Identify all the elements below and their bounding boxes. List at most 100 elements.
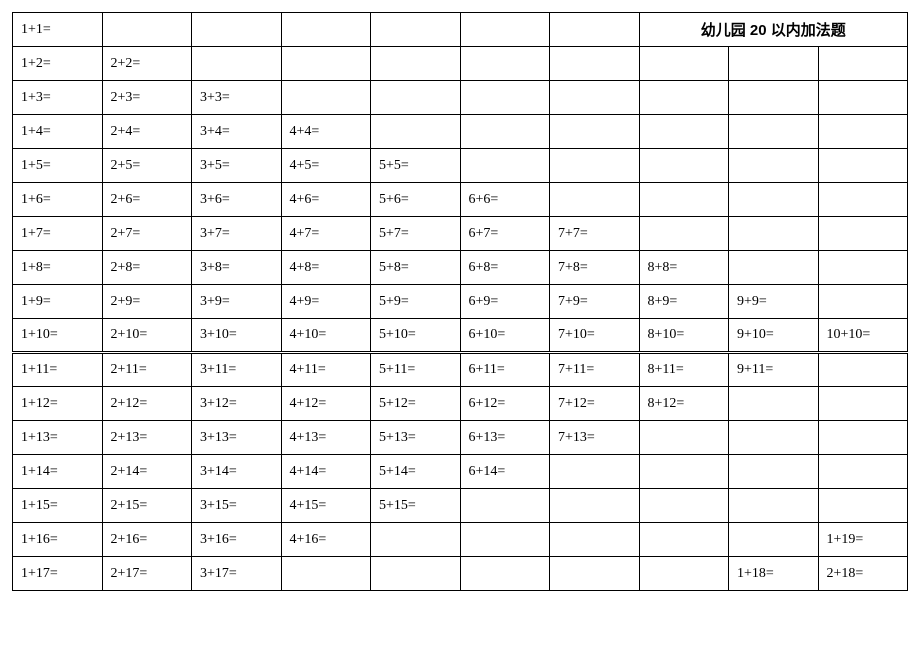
table-cell [550,557,640,591]
table-cell [371,523,461,557]
table-cell: 8+9= [639,285,729,319]
table-row: 1+14=2+14=3+14=4+14=5+14=6+14= [13,455,908,489]
table-cell [639,489,729,523]
table-cell [192,47,282,81]
table-cell: 8+11= [639,353,729,387]
table-row: 1+13=2+13=3+13=4+13=5+13=6+13=7+13= [13,421,908,455]
table-cell: 6+10= [460,319,550,353]
table-cell: 1+6= [13,183,103,217]
table-cell: 2+16= [102,523,192,557]
table-cell: 7+10= [550,319,640,353]
table-cell: 6+6= [460,183,550,217]
table-cell [460,149,550,183]
table-cell: 2+5= [102,149,192,183]
table-cell: 7+8= [550,251,640,285]
table-cell: 8+12= [639,387,729,421]
table-cell: 1+18= [729,557,819,591]
table-cell: 4+14= [281,455,371,489]
table-cell: 1+2= [13,47,103,81]
table-cell [371,47,461,81]
table-cell [729,523,819,557]
table-cell [729,251,819,285]
table-cell: 2+9= [102,285,192,319]
table-cell [639,523,729,557]
table-cell: 4+16= [281,523,371,557]
table-cell: 1+15= [13,489,103,523]
table-cell: 3+11= [192,353,282,387]
table-row: 1+11=2+11=3+11=4+11=5+11=6+11=7+11=8+11=… [13,353,908,387]
table-cell: 1+4= [13,115,103,149]
table-cell [639,115,729,149]
table-cell [460,47,550,81]
table-row: 1+1=幼儿园 20 以内加法题 [13,13,908,47]
table-cell [639,557,729,591]
table-cell [818,285,908,319]
table-cell: 3+8= [192,251,282,285]
table-cell: 4+7= [281,217,371,251]
table-cell: 6+11= [460,353,550,387]
table-cell: 9+11= [729,353,819,387]
table-cell [371,13,461,47]
table-body: 1+1=幼儿园 20 以内加法题1+2=2+2=1+3=2+3=3+3=1+4=… [13,13,908,591]
table-cell [550,81,640,115]
table-cell: 2+2= [102,47,192,81]
table-cell: 2+3= [102,81,192,115]
table-cell: 1+19= [818,523,908,557]
table-cell: 1+3= [13,81,103,115]
table-cell [729,115,819,149]
table-cell: 7+9= [550,285,640,319]
table-cell [460,13,550,47]
table-cell [192,13,282,47]
table-cell: 6+8= [460,251,550,285]
table-cell: 2+18= [818,557,908,591]
table-cell: 4+9= [281,285,371,319]
table-cell [818,455,908,489]
table-cell: 7+12= [550,387,640,421]
table-cell: 1+5= [13,149,103,183]
table-cell [818,251,908,285]
table-cell [460,81,550,115]
table-cell: 6+13= [460,421,550,455]
table-cell [818,183,908,217]
table-cell: 2+8= [102,251,192,285]
table-cell [729,149,819,183]
table-cell [460,489,550,523]
table-cell [818,421,908,455]
table-cell: 4+5= [281,149,371,183]
table-cell: 5+10= [371,319,461,353]
table-cell [729,421,819,455]
table-row: 1+12=2+12=3+12=4+12=5+12=6+12=7+12=8+12= [13,387,908,421]
table-cell: 1+1= [13,13,103,47]
table-row: 1+4=2+4=3+4=4+4= [13,115,908,149]
table-cell: 4+4= [281,115,371,149]
table-cell: 3+16= [192,523,282,557]
table-row: 1+5=2+5=3+5=4+5=5+5= [13,149,908,183]
table-cell: 3+9= [192,285,282,319]
table-cell: 1+12= [13,387,103,421]
table-cell [729,183,819,217]
table-cell [371,81,461,115]
table-cell [729,455,819,489]
table-row: 1+3=2+3=3+3= [13,81,908,115]
table-cell: 3+13= [192,421,282,455]
table-cell: 3+12= [192,387,282,421]
table-cell: 4+10= [281,319,371,353]
table-cell: 1+8= [13,251,103,285]
table-cell [281,13,371,47]
table-cell: 5+12= [371,387,461,421]
table-cell [729,81,819,115]
table-row: 1+17=2+17=3+17=1+18=2+18= [13,557,908,591]
table-cell [460,115,550,149]
table-row: 1+16=2+16=3+16=4+16=1+19= [13,523,908,557]
table-cell: 2+11= [102,353,192,387]
table-cell [281,81,371,115]
table-cell [639,183,729,217]
table-cell [460,523,550,557]
table-cell: 5+13= [371,421,461,455]
table-cell: 3+15= [192,489,282,523]
table-cell: 5+9= [371,285,461,319]
table-cell: 5+6= [371,183,461,217]
table-cell: 5+8= [371,251,461,285]
table-cell [371,115,461,149]
table-row: 1+9=2+9=3+9=4+9=5+9=6+9=7+9=8+9=9+9= [13,285,908,319]
